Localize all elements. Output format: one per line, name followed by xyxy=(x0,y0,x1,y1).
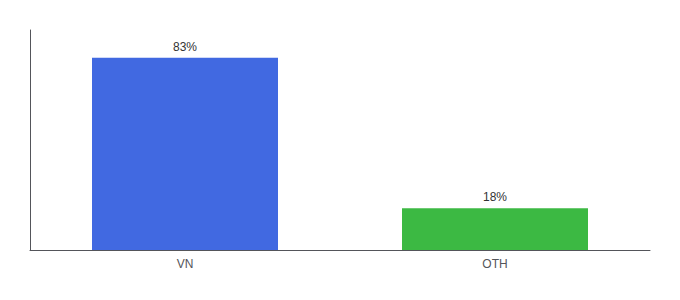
svg-text:18%: 18% xyxy=(483,190,507,204)
svg-text:83%: 83% xyxy=(173,40,197,54)
svg-text:OTH: OTH xyxy=(482,257,507,271)
svg-text:VN: VN xyxy=(177,257,194,271)
